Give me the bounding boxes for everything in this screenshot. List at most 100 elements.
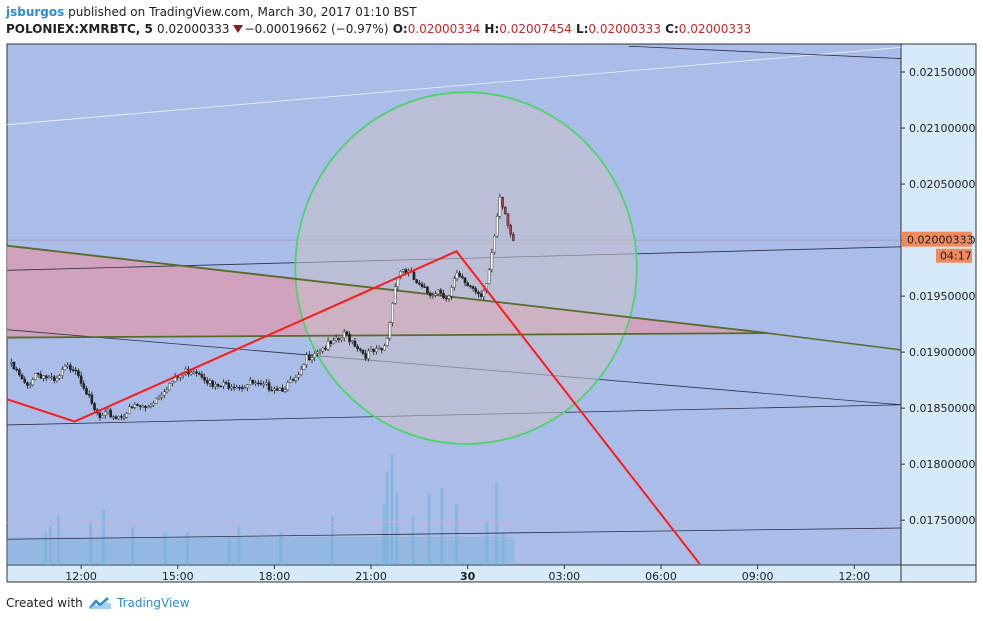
candle bbox=[420, 283, 424, 287]
candle bbox=[450, 287, 453, 297]
candle bbox=[471, 286, 475, 289]
candle bbox=[157, 396, 161, 399]
candle bbox=[439, 289, 443, 294]
candle bbox=[482, 290, 486, 297]
candle bbox=[39, 373, 43, 379]
volume-bar bbox=[390, 455, 394, 565]
volume-bar bbox=[89, 521, 93, 565]
candle bbox=[63, 366, 67, 370]
x-tick-label: 30 bbox=[460, 570, 476, 583]
candle bbox=[493, 235, 496, 253]
candle bbox=[232, 386, 236, 389]
candle bbox=[61, 369, 64, 376]
x-tick-label: 06:00 bbox=[645, 570, 677, 583]
author-link[interactable]: jsburgos bbox=[6, 5, 65, 19]
green-circle bbox=[294, 91, 638, 445]
candle bbox=[254, 382, 257, 385]
symbol-label[interactable]: POLONIEX:XMRBTC, 5 bbox=[6, 22, 153, 36]
candle bbox=[69, 364, 72, 370]
price-chart[interactable]: 0.01750000 0.01800000 0.01850000 0.01900000… bbox=[0, 42, 983, 586]
volume-bar bbox=[485, 521, 489, 565]
y-tick-label: 0.01850000 bbox=[909, 402, 975, 415]
x-tick-label: 21:00 bbox=[355, 570, 387, 583]
volume-bar bbox=[48, 526, 52, 565]
candle bbox=[195, 371, 198, 374]
candle bbox=[26, 382, 29, 386]
candle bbox=[305, 354, 308, 365]
candle bbox=[396, 277, 400, 287]
price-axis-panel bbox=[901, 44, 976, 565]
candle bbox=[146, 406, 150, 408]
candle bbox=[455, 272, 459, 279]
candle bbox=[318, 350, 322, 353]
candle bbox=[463, 277, 467, 284]
candle bbox=[342, 331, 346, 338]
candle bbox=[238, 387, 241, 389]
candle bbox=[227, 382, 231, 389]
candle bbox=[31, 379, 35, 386]
candle bbox=[171, 381, 174, 384]
candle bbox=[133, 404, 137, 408]
candle bbox=[495, 216, 499, 237]
candle bbox=[447, 295, 451, 299]
candle bbox=[375, 348, 378, 352]
volume-bar bbox=[279, 532, 283, 565]
candle bbox=[66, 364, 69, 367]
candle bbox=[168, 383, 171, 391]
candle bbox=[412, 271, 416, 280]
candle bbox=[294, 376, 298, 381]
candle bbox=[310, 357, 314, 361]
candle bbox=[154, 398, 158, 404]
chart-header: jsburgos published on TradingView.com, M… bbox=[0, 0, 983, 42]
candle bbox=[444, 297, 448, 300]
candle bbox=[316, 351, 319, 354]
candle bbox=[509, 224, 512, 235]
last-price-label: 0.02000333 bbox=[907, 234, 973, 247]
candle bbox=[256, 382, 260, 385]
volume-bar bbox=[495, 482, 499, 565]
candle bbox=[458, 272, 461, 277]
candle bbox=[125, 413, 129, 418]
candle bbox=[426, 286, 429, 294]
x-tick-label: 12:00 bbox=[838, 570, 870, 583]
candle bbox=[321, 347, 325, 352]
candle bbox=[208, 380, 212, 384]
candle bbox=[367, 350, 370, 359]
candle bbox=[248, 380, 252, 386]
candle bbox=[93, 403, 96, 411]
candle bbox=[189, 372, 193, 375]
down-triangle-icon bbox=[232, 25, 243, 33]
candle bbox=[498, 196, 502, 217]
candle bbox=[474, 288, 478, 293]
y-tick-label: 0.02050000 bbox=[909, 178, 975, 191]
tradingview-link[interactable]: TradingView bbox=[117, 596, 190, 610]
candle bbox=[106, 409, 110, 412]
candle bbox=[332, 340, 335, 344]
candle bbox=[136, 404, 139, 406]
trend-line bbox=[628, 45, 901, 59]
candle bbox=[47, 376, 51, 379]
candle bbox=[74, 369, 78, 372]
candle bbox=[345, 331, 349, 335]
candle bbox=[90, 394, 94, 404]
high-label: H: bbox=[484, 22, 500, 36]
high-value: 0.02007454 bbox=[499, 22, 572, 36]
candle bbox=[58, 375, 61, 379]
close-label: C: bbox=[665, 22, 679, 36]
candle bbox=[506, 213, 510, 226]
candle bbox=[120, 416, 123, 418]
candle bbox=[385, 337, 389, 346]
candle bbox=[391, 302, 394, 323]
candle bbox=[267, 382, 271, 391]
wedge-upper-line bbox=[7, 244, 768, 334]
countdown-label: 04:17 bbox=[940, 250, 972, 263]
candle bbox=[152, 403, 155, 406]
y-tick-label: 0.01750000 bbox=[909, 514, 975, 527]
y-tick-label: 0.01800000 bbox=[909, 458, 975, 471]
candle bbox=[501, 196, 504, 208]
last-price-tag bbox=[902, 231, 972, 247]
candle bbox=[275, 388, 279, 391]
candle bbox=[128, 406, 131, 414]
candle bbox=[291, 379, 295, 381]
candle bbox=[44, 375, 48, 379]
